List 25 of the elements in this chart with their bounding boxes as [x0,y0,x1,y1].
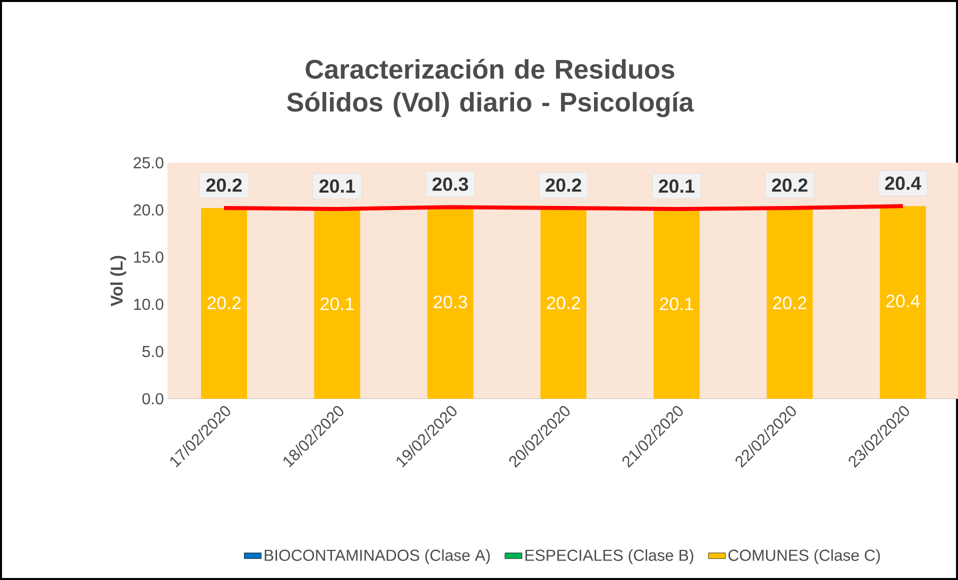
data-label: 20.1 [320,298,354,310]
y-tick-label: 0.0 [142,393,164,404]
y-tick-label: 5.0 [142,346,164,358]
data-label: 20.3 [432,177,468,191]
y-tick-label: 20.0 [134,204,164,216]
data-label: 20.2 [773,296,806,310]
data-label: 20.4 [885,176,922,190]
data-label: 20.4 [886,294,920,308]
legend-label: ESPECIALES (Clase B) [525,549,694,564]
data-label: 20.2 [207,296,241,310]
y-axis-title: Vol (L) [110,256,126,306]
legend-label: COMUNES (Clase C) [728,549,880,564]
data-label: 20.3 [434,296,467,308]
y-tick-label: 10.0 [134,298,164,310]
data-label: 20.2 [772,178,808,192]
data-label: 20.1 [660,298,694,310]
data-label: 20.2 [546,178,582,192]
data-label: 20.2 [206,178,242,192]
data-label: 20.2 [546,296,580,310]
y-tick-label: 25.0 [134,157,164,168]
legend-label: BIOCONTAMINADOS (Clase A) [264,549,490,564]
y-tick-label: 15.0 [134,252,164,263]
data-label: 20.1 [319,179,356,193]
chart-title: Caracterización de Residuos Sólidos (Vol) diario - Psicología [287,58,694,118]
data-label: 20.1 [658,179,694,193]
